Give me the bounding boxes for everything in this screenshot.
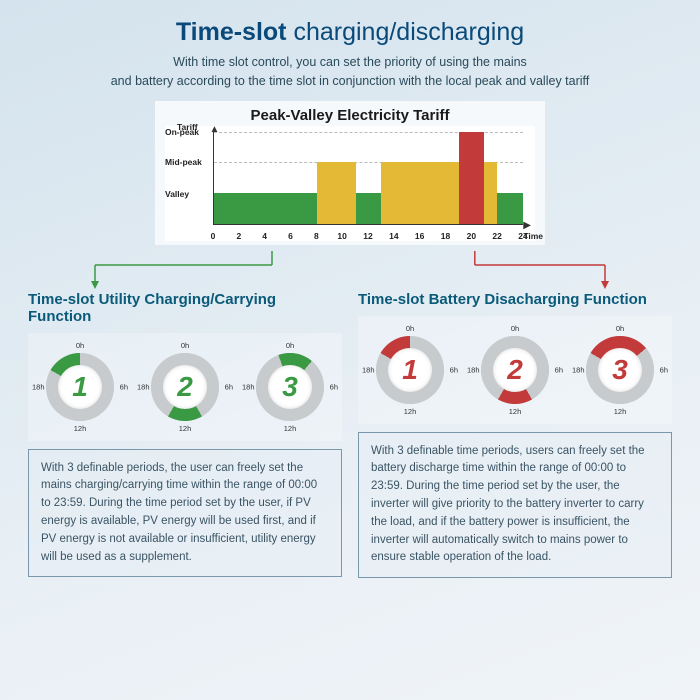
dial-number: 1 bbox=[58, 365, 102, 409]
x-axis-title: Time bbox=[523, 231, 543, 241]
dial-time-label: 18h bbox=[242, 382, 255, 391]
page-title: Time-slot charging/discharging bbox=[28, 18, 672, 47]
battery-dials: 0h 6h 12h 18h 1 0h 6h 12h 18h 2 0h 6h 12h 18h 3 bbox=[358, 316, 672, 424]
x-tick-label: 14 bbox=[389, 231, 398, 241]
time-dial: 0h 6h 12h 18h 3 bbox=[242, 339, 338, 435]
x-axis-arrow-icon: ▶ bbox=[523, 220, 531, 231]
dial-time-label: 12h bbox=[614, 407, 627, 416]
x-tick-label: 0 bbox=[211, 231, 216, 241]
dial-time-label: 0h bbox=[286, 341, 294, 350]
dial-time-label: 12h bbox=[179, 424, 192, 433]
x-tick-label: 22 bbox=[492, 231, 501, 241]
utility-dials: 0h 6h 12h 18h 1 0h 6h 12h 18h 2 0h 6h 12h 18h 3 bbox=[28, 333, 342, 441]
dial-number: 2 bbox=[493, 348, 537, 392]
dial-time-label: 12h bbox=[404, 407, 417, 416]
battery-discharging-title: Time-slot Battery Disacharging Function bbox=[358, 291, 672, 308]
chart-plot-area bbox=[213, 132, 523, 225]
time-dial: 0h 6h 12h 18h 2 bbox=[467, 322, 563, 418]
x-tick-label: 16 bbox=[415, 231, 424, 241]
time-dial: 0h 6h 12h 18h 3 bbox=[572, 322, 668, 418]
connector-lines bbox=[155, 251, 545, 291]
dial-time-label: 6h bbox=[120, 382, 128, 391]
tariff-bar bbox=[381, 162, 458, 224]
x-tick-label: 18 bbox=[441, 231, 450, 241]
x-tick-label: 20 bbox=[467, 231, 476, 241]
tariff-bar bbox=[356, 193, 382, 223]
y-tick-label: Mid-peak bbox=[165, 157, 202, 167]
y-axis-title: Tariff bbox=[177, 122, 198, 132]
tariff-bar bbox=[484, 162, 497, 224]
y-axis-arrow-icon: ▲ bbox=[210, 124, 220, 135]
utility-charging-title: Time-slot Utility Charging/Carrying Func… bbox=[28, 291, 342, 325]
x-tick-label: 8 bbox=[314, 231, 319, 241]
time-dial: 0h 6h 12h 18h 2 bbox=[137, 339, 233, 435]
utility-charging-column: Time-slot Utility Charging/Carrying Func… bbox=[28, 291, 342, 579]
dial-time-label: 12h bbox=[74, 424, 87, 433]
tariff-chart: ▲ ▶ ValleyMid-peakOn-peakTariff024681012… bbox=[165, 126, 535, 241]
battery-discharging-column: Time-slot Battery Disacharging Function … bbox=[358, 291, 672, 579]
dial-number: 3 bbox=[598, 348, 642, 392]
dial-time-label: 18h bbox=[572, 365, 585, 374]
dial-number: 3 bbox=[268, 365, 312, 409]
x-tick-label: 2 bbox=[236, 231, 241, 241]
tariff-bar bbox=[214, 193, 317, 223]
utility-description: With 3 definable periods, the user can f… bbox=[28, 449, 342, 578]
function-columns: Time-slot Utility Charging/Carrying Func… bbox=[28, 291, 672, 579]
page-subtitle: With time slot control, you can set the … bbox=[28, 53, 672, 91]
dial-time-label: 18h bbox=[32, 382, 45, 391]
tariff-bar bbox=[317, 162, 356, 224]
title-bold: Time-slot bbox=[176, 18, 287, 46]
x-tick-label: 10 bbox=[337, 231, 346, 241]
dial-time-label: 0h bbox=[406, 324, 414, 333]
x-tick-label: 6 bbox=[288, 231, 293, 241]
dial-time-label: 6h bbox=[555, 365, 563, 374]
title-rest: charging/discharging bbox=[287, 18, 525, 46]
dial-number: 2 bbox=[163, 365, 207, 409]
x-tick-label: 4 bbox=[262, 231, 267, 241]
dial-time-label: 12h bbox=[509, 407, 522, 416]
dial-time-label: 18h bbox=[362, 365, 375, 374]
dial-time-label: 0h bbox=[76, 341, 84, 350]
dial-time-label: 6h bbox=[450, 365, 458, 374]
chart-title: Peak-Valley Electricity Tariff bbox=[165, 107, 535, 124]
dial-time-label: 6h bbox=[330, 382, 338, 391]
time-dial: 0h 6h 12h 18h 1 bbox=[32, 339, 128, 435]
tariff-bar bbox=[497, 193, 523, 223]
dial-time-label: 0h bbox=[511, 324, 519, 333]
dial-time-label: 6h bbox=[225, 382, 233, 391]
tariff-chart-container: Peak-Valley Electricity Tariff ▲ ▶ Valle… bbox=[155, 101, 545, 245]
dial-time-label: 12h bbox=[284, 424, 297, 433]
x-tick-label: 12 bbox=[363, 231, 372, 241]
y-tick-label: Valley bbox=[165, 189, 189, 199]
dial-time-label: 6h bbox=[660, 365, 668, 374]
dial-time-label: 0h bbox=[616, 324, 624, 333]
tariff-bar bbox=[459, 132, 485, 224]
dial-number: 1 bbox=[388, 348, 432, 392]
dial-time-label: 0h bbox=[181, 341, 189, 350]
battery-description: With 3 definable time periods, users can… bbox=[358, 432, 672, 579]
time-dial: 0h 6h 12h 18h 1 bbox=[362, 322, 458, 418]
dial-time-label: 18h bbox=[137, 382, 150, 391]
dial-time-label: 18h bbox=[467, 365, 480, 374]
